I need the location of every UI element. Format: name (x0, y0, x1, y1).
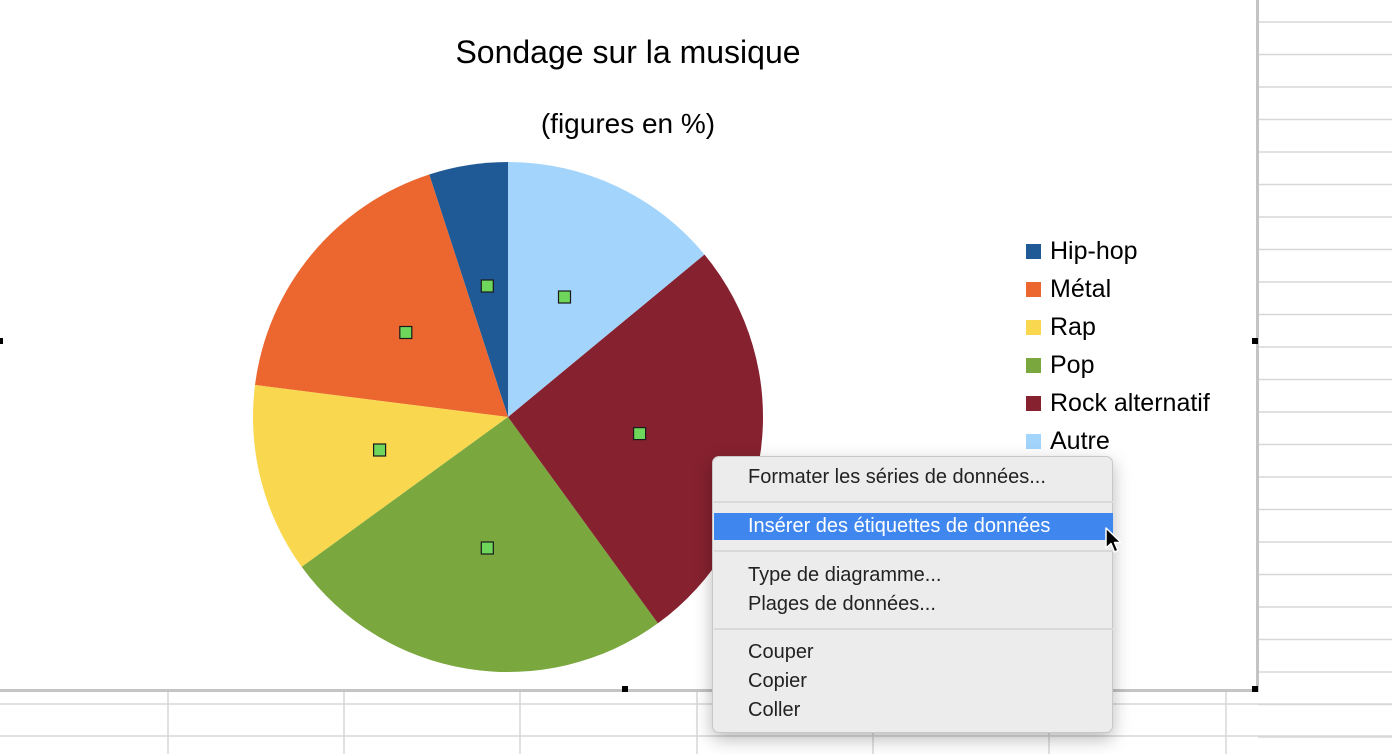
context-menu: Formater les séries de données... Insére… (712, 456, 1113, 733)
menu-item-data-ranges[interactable]: Plages de données... (748, 593, 936, 615)
menu-separator (714, 628, 1113, 630)
selection-marker-metal[interactable] (399, 325, 413, 340)
legend-item-metal: Métal (1026, 270, 1210, 308)
menu-item-format-data-series[interactable]: Formater les séries de données... (748, 466, 1046, 488)
legend-swatch (1026, 319, 1041, 335)
legend-label: Métal (1050, 274, 1112, 303)
spreadsheet-grid-bottom[interactable] (0, 690, 1392, 754)
legend-label: Rap (1050, 312, 1096, 341)
resize-handle-left-middle[interactable] (0, 338, 3, 344)
menu-separator (714, 501, 1113, 503)
menu-separator (714, 550, 1113, 552)
pie-chart[interactable] (0, 0, 1256, 689)
resize-handle-bottom-middle[interactable] (622, 686, 628, 692)
menu-item-insert-data-labels[interactable]: Insérer des étiquettes de données (714, 513, 1113, 540)
spreadsheet-grid-right[interactable] (1258, 0, 1392, 754)
selection-marker-autre[interactable] (557, 290, 572, 304)
selection-marker-pop[interactable] (480, 541, 494, 555)
legend-item-hip-hop: Hip-hop (1026, 232, 1210, 270)
legend-swatch (1026, 357, 1041, 373)
chart-subtitle: (figures en %) (540, 108, 716, 139)
menu-item-chart-type[interactable]: Type de diagramme... (748, 564, 942, 586)
chart-title: Sondage sur la musique (455, 34, 801, 70)
pie-slice-hip-hop[interactable] (429, 162, 508, 417)
pie-slice-rap[interactable] (252, 385, 508, 567)
legend-item-rap: Rap (1026, 308, 1210, 346)
legend-swatch (1026, 243, 1041, 259)
legend-item-pop: Pop (1026, 346, 1210, 384)
menu-item-cut[interactable]: Couper (748, 641, 814, 663)
selection-marker-hip-hop[interactable] (480, 279, 494, 293)
chart-legend: Hip-hop Métal Rap Pop Rock alternatif Au… (1026, 232, 1210, 460)
legend-swatch (1026, 281, 1041, 297)
legend-swatch (1026, 395, 1041, 411)
resize-handle-bottom-right[interactable] (1252, 686, 1258, 692)
legend-label: Pop (1050, 350, 1095, 379)
mouse-pointer-icon (1105, 527, 1122, 553)
pie-slice-autre[interactable] (508, 162, 705, 417)
legend-label: Rock alternatif (1050, 388, 1210, 417)
pie-slice-pop[interactable] (301, 417, 658, 673)
legend-label: Autre (1050, 426, 1110, 455)
selection-marker-rock-alternatif[interactable] (632, 427, 647, 441)
legend-item-rock-alternatif: Rock alternatif (1026, 384, 1210, 422)
selection-marker-rap[interactable] (373, 443, 387, 457)
pie-slice-metal[interactable] (255, 174, 508, 417)
legend-item-autre: Autre (1026, 422, 1210, 460)
menu-item-paste[interactable]: Coller (748, 699, 801, 721)
menu-item-copy[interactable]: Copier (748, 670, 807, 692)
legend-swatch (1026, 433, 1041, 449)
legend-label: Hip-hop (1050, 236, 1138, 265)
resize-handle-right-middle[interactable] (1252, 338, 1258, 344)
